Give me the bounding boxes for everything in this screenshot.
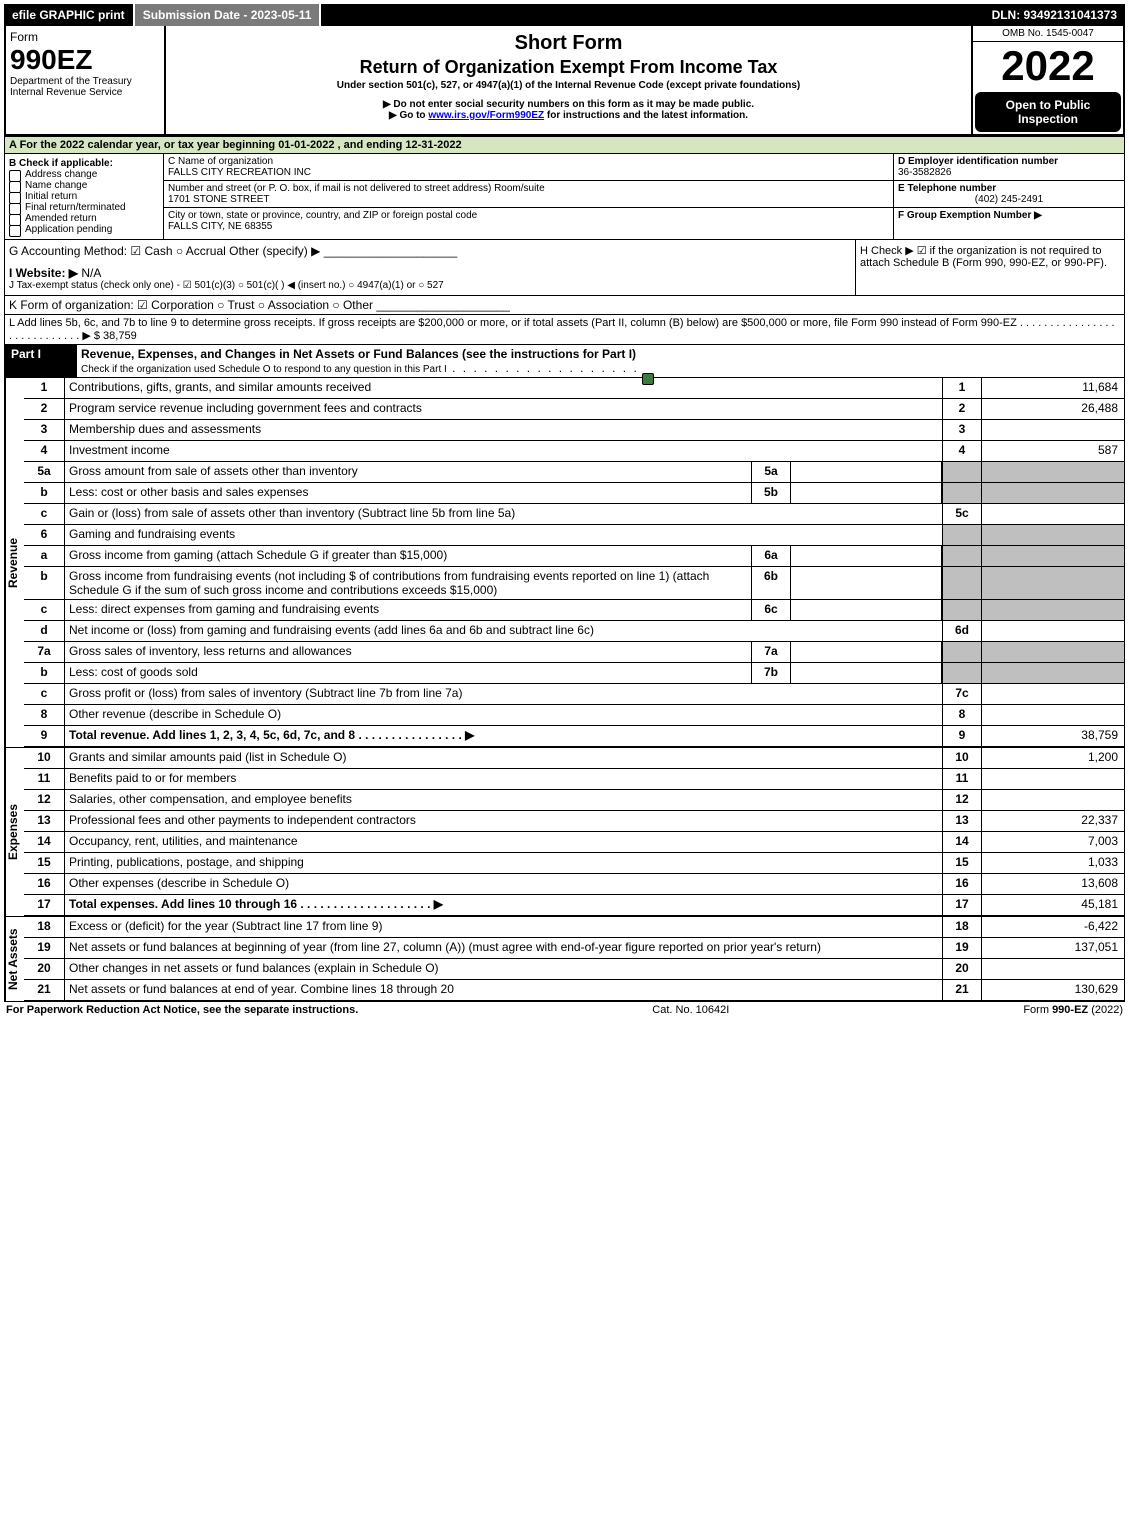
l-gross-receipts: L Add lines 5b, 6c, and 7b to line 9 to … bbox=[4, 315, 1125, 345]
cb-final-return[interactable]: Final return/terminated bbox=[9, 202, 159, 213]
website-value: N/A bbox=[81, 266, 101, 280]
cb-name-change[interactable]: Name change bbox=[9, 180, 159, 191]
c-label: C Name of organization bbox=[168, 156, 273, 167]
d-label: D Employer identification number bbox=[898, 156, 1058, 167]
cb-amended-return[interactable]: Amended return bbox=[9, 213, 159, 224]
line-13: 13Professional fees and other payments t… bbox=[24, 811, 1124, 832]
part1-desc: Revenue, Expenses, and Changes in Net As… bbox=[81, 347, 636, 361]
form-number: 990EZ bbox=[10, 44, 160, 76]
line-b: bGross income from fundraising events (n… bbox=[24, 567, 1124, 600]
return-title: Return of Organization Exempt From Incom… bbox=[170, 57, 967, 78]
info-block: B Check if applicable: Address change Na… bbox=[4, 154, 1125, 240]
line-5a: 5aGross amount from sale of assets other… bbox=[24, 462, 1124, 483]
h-schedule-b: H Check ▶ ☑ if the organization is not r… bbox=[855, 240, 1124, 295]
goto-suffix: for instructions and the latest informat… bbox=[544, 110, 748, 121]
line-d: dNet income or (loss) from gaming and fu… bbox=[24, 621, 1124, 642]
form-label: Form bbox=[10, 30, 160, 44]
line-16: 16Other expenses (describe in Schedule O… bbox=[24, 874, 1124, 895]
line-4: 4Investment income4587 bbox=[24, 441, 1124, 462]
line-10: 10Grants and similar amounts paid (list … bbox=[24, 748, 1124, 769]
line-20: 20Other changes in net assets or fund ba… bbox=[24, 959, 1124, 980]
line-9: 9Total revenue. Add lines 1, 2, 3, 4, 5c… bbox=[24, 726, 1124, 747]
k-form-org: K Form of organization: ☑ Corporation ○ … bbox=[4, 296, 1125, 315]
footer-left: For Paperwork Reduction Act Notice, see … bbox=[6, 1004, 358, 1016]
line-15: 15Printing, publications, postage, and s… bbox=[24, 853, 1124, 874]
line-17: 17Total expenses. Add lines 10 through 1… bbox=[24, 895, 1124, 916]
efile-label: efile GRAPHIC print bbox=[4, 4, 135, 26]
line-6: 6Gaming and fundraising events bbox=[24, 525, 1124, 546]
cb-address-change[interactable]: Address change bbox=[9, 169, 159, 180]
footer-mid: Cat. No. 10642I bbox=[652, 1004, 729, 1016]
submission-date: Submission Date - 2023-05-11 bbox=[135, 4, 322, 26]
irs-link[interactable]: www.irs.gov/Form990EZ bbox=[428, 110, 544, 121]
org-address: 1701 STONE STREET bbox=[168, 194, 270, 205]
line-18: 18Excess or (deficit) for the year (Subt… bbox=[24, 917, 1124, 938]
city-label: City or town, state or province, country… bbox=[168, 210, 477, 221]
ssn-warning: ▶ Do not enter social security numbers o… bbox=[383, 99, 754, 110]
footer-right: Form 990-EZ (2022) bbox=[1023, 1004, 1123, 1016]
netassets-label: Net Assets bbox=[5, 917, 24, 1001]
f-label: F Group Exemption Number ▶ bbox=[898, 210, 1042, 221]
org-name: FALLS CITY RECREATION INC bbox=[168, 167, 311, 178]
org-city: FALLS CITY, NE 68355 bbox=[168, 221, 272, 232]
line-b: bLess: cost of goods sold7b bbox=[24, 663, 1124, 684]
line-3: 3Membership dues and assessments3 bbox=[24, 420, 1124, 441]
line-a: aGross income from gaming (attach Schedu… bbox=[24, 546, 1124, 567]
line-12: 12Salaries, other compensation, and empl… bbox=[24, 790, 1124, 811]
line-11: 11Benefits paid to or for members11 bbox=[24, 769, 1124, 790]
addr-label: Number and street (or P. O. box, if mail… bbox=[168, 183, 545, 194]
g-accounting: G Accounting Method: ☑ Cash ○ Accrual Ot… bbox=[9, 244, 851, 258]
phone-value: (402) 245-2491 bbox=[898, 194, 1120, 205]
omb-number: OMB No. 1545-0047 bbox=[973, 26, 1123, 42]
line-14: 14Occupancy, rent, utilities, and mainte… bbox=[24, 832, 1124, 853]
page-footer: For Paperwork Reduction Act Notice, see … bbox=[4, 1002, 1125, 1018]
i-website: I Website: ▶ bbox=[9, 266, 78, 280]
ein-value: 36-3582826 bbox=[898, 167, 951, 178]
b-title: B Check if applicable: bbox=[9, 158, 113, 169]
dept-label: Department of the Treasury Internal Reve… bbox=[10, 76, 160, 98]
j-tax-exempt: J Tax-exempt status (check only one) - ☑… bbox=[9, 280, 851, 291]
tax-year: 2022 bbox=[973, 42, 1123, 90]
part1-label: Part I bbox=[5, 345, 77, 377]
open-inspection: Open to Public Inspection bbox=[975, 92, 1121, 132]
e-label: E Telephone number bbox=[898, 183, 996, 194]
line-21: 21Net assets or fund balances at end of … bbox=[24, 980, 1124, 1001]
top-bar: efile GRAPHIC print Submission Date - 20… bbox=[4, 4, 1125, 26]
line-c: cGain or (loss) from sale of assets othe… bbox=[24, 504, 1124, 525]
line-c: cGross profit or (loss) from sales of in… bbox=[24, 684, 1124, 705]
part1-check: Check if the organization used Schedule … bbox=[81, 364, 447, 375]
goto-label: ▶ Go to bbox=[389, 110, 428, 121]
line-19: 19Net assets or fund balances at beginni… bbox=[24, 938, 1124, 959]
netassets-block: Net Assets 18Excess or (deficit) for the… bbox=[4, 916, 1125, 1002]
revenue-block: Revenue 1Contributions, gifts, grants, a… bbox=[4, 378, 1125, 747]
under-section: Under section 501(c), 527, or 4947(a)(1)… bbox=[337, 80, 800, 91]
line-c: cLess: direct expenses from gaming and f… bbox=[24, 600, 1124, 621]
short-form-title: Short Form bbox=[170, 32, 967, 55]
expenses-label: Expenses bbox=[5, 748, 24, 916]
revenue-label: Revenue bbox=[5, 378, 24, 747]
line-8: 8Other revenue (describe in Schedule O)8 bbox=[24, 705, 1124, 726]
line-2: 2Program service revenue including gover… bbox=[24, 399, 1124, 420]
cb-initial-return[interactable]: Initial return bbox=[9, 191, 159, 202]
expenses-block: Expenses 10Grants and similar amounts pa… bbox=[4, 747, 1125, 916]
line-b: bLess: cost or other basis and sales exp… bbox=[24, 483, 1124, 504]
line-1: 1Contributions, gifts, grants, and simil… bbox=[24, 378, 1124, 399]
dln: DLN: 93492131041373 bbox=[984, 4, 1125, 26]
section-a: A For the 2022 calendar year, or tax yea… bbox=[4, 136, 1125, 154]
line-7a: 7aGross sales of inventory, less returns… bbox=[24, 642, 1124, 663]
form-header: Form 990EZ Department of the Treasury In… bbox=[4, 26, 1125, 136]
cb-application-pending[interactable]: Application pending bbox=[9, 224, 159, 235]
